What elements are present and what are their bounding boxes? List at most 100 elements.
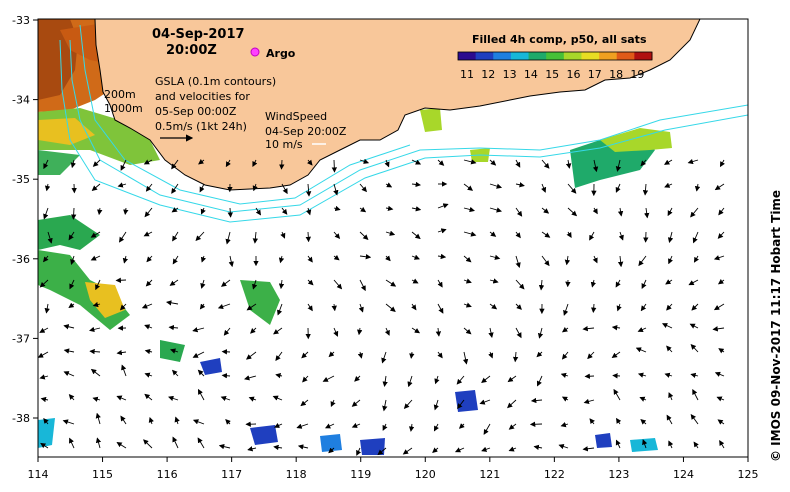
velocity-arrow [640, 303, 647, 312]
velocity-arrow [592, 159, 599, 173]
velocity-arrow [92, 396, 101, 402]
velocity-arrow [40, 396, 49, 403]
velocity-arrow [666, 345, 673, 353]
velocity-arrow [307, 279, 314, 286]
velocity-arrow [694, 183, 701, 192]
velocity-arrow [538, 279, 545, 291]
velocity-arrow [117, 182, 127, 188]
colorbar-tick: 12 [481, 68, 495, 81]
velocity-arrow [377, 447, 387, 456]
velocity-arrow [560, 372, 569, 378]
velocity-arrow [95, 437, 102, 449]
colorbar-swatch [634, 52, 653, 60]
velocity-arrow [489, 183, 503, 189]
velocity-arrow [218, 443, 231, 450]
velocity-arrow [515, 182, 525, 188]
velocity-arrow [250, 327, 257, 334]
velocity-arrow [563, 303, 569, 316]
velocity-arrow [70, 159, 76, 169]
velocity-arrow [515, 231, 521, 239]
velocity-arrow [463, 159, 477, 165]
velocity-arrow [615, 279, 621, 288]
velocity-arrow [507, 399, 517, 409]
velocity-arrow [359, 279, 366, 292]
velocity-arrow [693, 441, 699, 449]
velocity-arrow [146, 255, 153, 263]
map-date: 04-Sep-2017 [152, 27, 245, 42]
velocity-arrow [169, 279, 179, 286]
velocity-arrow [246, 303, 257, 311]
velocity-arrow [199, 303, 206, 310]
velocity-arrow [592, 255, 598, 264]
velocity-arrow [281, 207, 288, 215]
velocity-arrow [223, 327, 231, 336]
velocity-arrow [432, 447, 439, 453]
velocity-arrow [171, 369, 179, 377]
velocity-arrow [489, 303, 498, 310]
velocity-arrow [567, 183, 577, 194]
velocity-arrow [456, 375, 465, 385]
gsla-line-1: GSLA (0.1m contours) [155, 75, 276, 88]
velocity-arrow [62, 419, 75, 425]
colorbar-frame [457, 51, 653, 61]
velocity-arrow [714, 183, 725, 191]
velocity-arrow [642, 183, 649, 196]
velocity-arrow [717, 278, 725, 285]
velocity-arrow [221, 373, 231, 379]
velocity-arrow [567, 207, 578, 217]
gsla-line-3: 05-Sep 00:00Z [155, 105, 237, 118]
velocity-arrow [116, 395, 127, 401]
velocity-arrow [95, 279, 101, 291]
colorbar-tick: 18 [609, 68, 623, 81]
velocity-arrow [615, 159, 622, 172]
velocity-arrow [582, 446, 595, 452]
velocity-arrow [411, 254, 420, 260]
velocity-arrow [457, 399, 465, 410]
velocity-arrow [489, 278, 499, 284]
colorbar-swatch [581, 52, 600, 60]
y-tick-label: -37 [12, 332, 30, 345]
velocity-arrow [302, 375, 309, 383]
velocity-arrow [358, 303, 364, 313]
velocity-arrow [458, 423, 465, 429]
y-tick-label: -33 [12, 14, 30, 27]
velocity-arrow [508, 423, 517, 430]
velocity-arrow [541, 255, 550, 267]
velocity-arrow [273, 422, 283, 428]
colorbar-tick: 17 [588, 68, 602, 81]
velocity-arrow [409, 351, 415, 359]
velocity-arrow [333, 254, 340, 261]
velocity-arrow [307, 255, 313, 263]
colorbar-swatch [616, 52, 635, 60]
velocity-arrow [463, 206, 475, 213]
velocity-arrow [385, 255, 391, 262]
velocity-arrow [43, 255, 49, 263]
velocity-arrow [536, 375, 543, 387]
colorbar-tick: 15 [545, 68, 559, 81]
velocity-arrow [589, 418, 595, 425]
velocity-arrow [90, 368, 101, 377]
velocity-arrow [719, 159, 725, 168]
velocity-arrow [590, 303, 597, 313]
velocity-arrow [488, 327, 494, 338]
velocity-arrow [640, 419, 647, 425]
velocity-arrow [305, 231, 312, 243]
velocity-arrow [618, 231, 624, 241]
velocity-arrow [613, 388, 621, 401]
velocity-arrow [712, 326, 725, 332]
velocity-arrow [667, 207, 673, 217]
velocity-arrow [489, 207, 502, 213]
velocity-arrow [328, 447, 335, 454]
velocity-arrow [433, 399, 439, 411]
velocity-arrow [667, 231, 674, 243]
velocity-arrow [692, 389, 699, 401]
x-tick-label: 119 [350, 468, 371, 481]
velocity-arrow [668, 255, 673, 265]
velocity-arrow [437, 159, 445, 166]
x-tick-label: 123 [608, 468, 629, 481]
velocity-arrow [359, 183, 367, 193]
velocity-arrow [195, 231, 205, 242]
velocity-arrow [489, 231, 497, 237]
velocity-arrow [463, 278, 472, 284]
colorbar-swatch [528, 52, 547, 60]
